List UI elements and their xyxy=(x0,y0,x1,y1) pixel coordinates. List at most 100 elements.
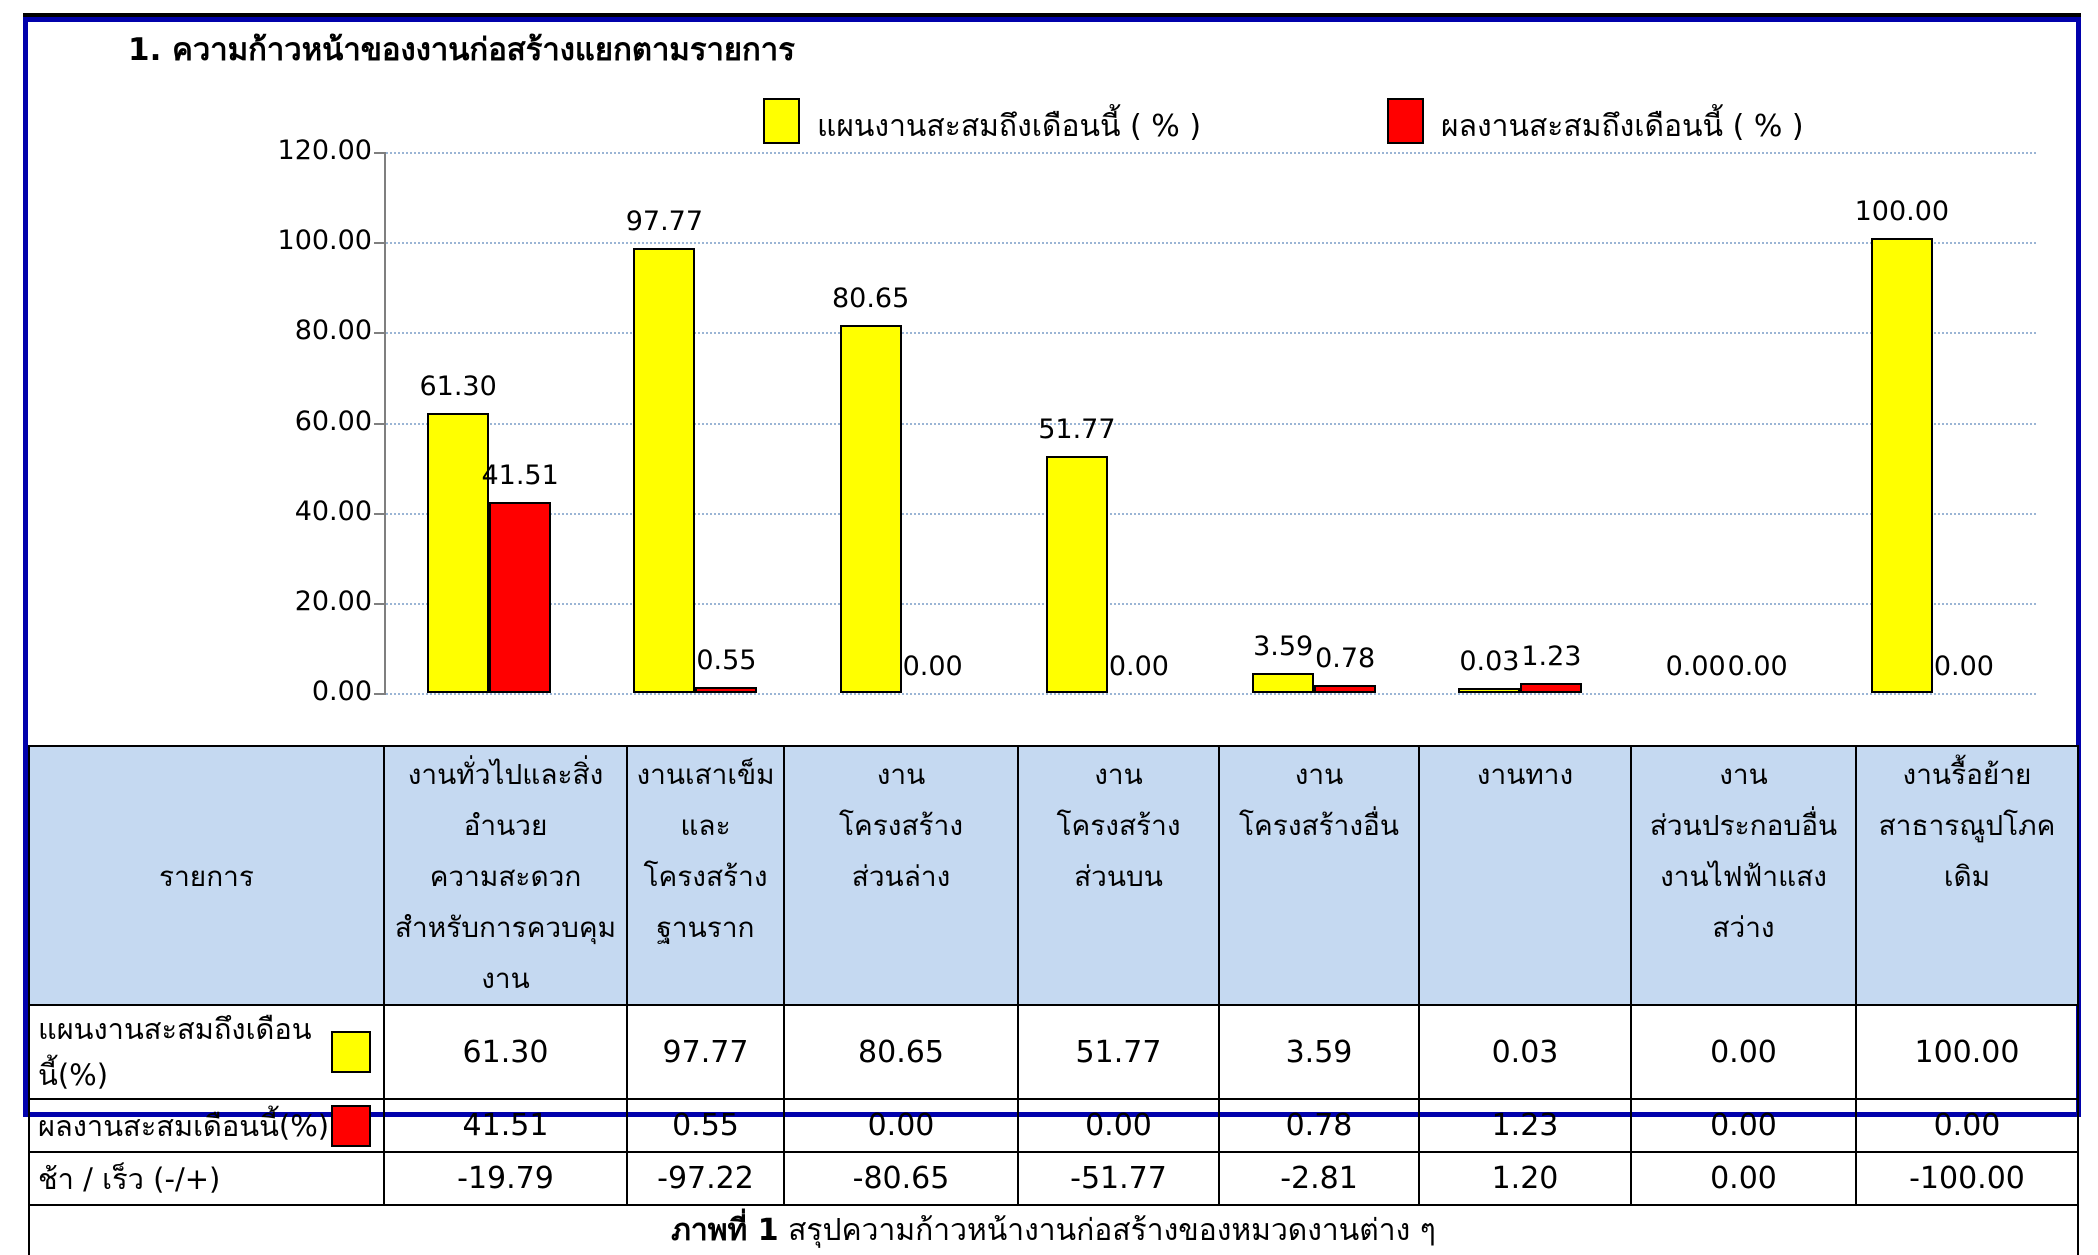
table-cell: 3.59 xyxy=(1218,1004,1420,1100)
table-cell: 80.65 xyxy=(783,1004,1019,1100)
bar-value-label: 0.00 xyxy=(902,651,963,682)
table-row: ผลงานสะสมเดือนนี้(%) 41.51 0.55 0.00 0.00 0.7… xyxy=(28,1098,2079,1153)
y-axis-label: 100.00 xyxy=(277,225,372,257)
gridline xyxy=(386,152,2036,154)
bar-plan xyxy=(633,248,696,693)
bar-plan xyxy=(839,325,902,693)
bar-value-label: 61.30 xyxy=(419,371,497,402)
table-cell: 0.00 xyxy=(1017,1098,1220,1153)
bar-actual xyxy=(1520,683,1583,693)
table-row: แผนงานสะสมถึงเดือนนี้(%) 61.30 97.77 80.65 5… xyxy=(28,1004,2079,1100)
table-cell: 0.78 xyxy=(1218,1098,1420,1153)
gridline xyxy=(386,242,2036,245)
bar-plan xyxy=(1252,673,1315,693)
gridline xyxy=(386,693,2036,695)
table-cell: -51.77 xyxy=(1017,1151,1220,1206)
y-axis-tick xyxy=(374,422,386,425)
bar-value-label: 0.00 xyxy=(1933,651,1994,682)
plan-row-swatch xyxy=(331,1031,371,1073)
y-axis-tick xyxy=(374,152,386,154)
bar-value-label: 97.77 xyxy=(625,206,704,237)
bar-value-label: 0.03 xyxy=(1459,646,1520,677)
y-axis-label: 120.00 xyxy=(277,135,372,166)
table-cell: 0.00 xyxy=(1630,1098,1857,1153)
gridline xyxy=(386,602,2036,605)
column-header: งาน โครงสร้างอื่น xyxy=(1218,745,1420,1006)
row-label: แผนงานสะสมถึงเดือนนี้(%) xyxy=(28,1004,385,1100)
y-axis-tick xyxy=(374,512,386,515)
column-header: งานทั่วไปและสิ่งอำนวย ความสะดวก สำหรับกา… xyxy=(383,745,628,1006)
y-axis-label: 0.00 xyxy=(311,676,372,707)
table-cell: 97.77 xyxy=(626,1004,785,1100)
column-header: งานเสาเข็ม และโครงสร้าง ฐานราก xyxy=(626,745,785,1006)
bar-value-label: 1.23 xyxy=(1521,641,1582,672)
table-cell: 0.03 xyxy=(1418,1004,1632,1100)
y-axis-label: 40.00 xyxy=(294,495,372,527)
column-header: งาน โครงสร้าง ส่วนล่าง xyxy=(783,745,1019,1006)
table-cell: 1.23 xyxy=(1418,1098,1632,1153)
legend-actual-swatch xyxy=(1387,98,1424,144)
caption-text: สรุปความก้าวหน้างานก่อสร้างของหมวดงานต่า… xyxy=(788,1213,1436,1248)
gridline xyxy=(386,422,2036,425)
bar-actual xyxy=(1314,685,1377,693)
caption-prefix: ภาพที่ 1 xyxy=(671,1213,779,1248)
table-cell: 0.55 xyxy=(626,1098,785,1153)
caption-row: ภาพที่ 1 สรุปความก้าวหน้างานก่อสร้างของห… xyxy=(28,1204,2079,1255)
row-label: ผลงานสะสมเดือนนี้(%) xyxy=(28,1098,385,1153)
bar-value-label: 0.00 xyxy=(1108,651,1169,682)
table-cell: 51.77 xyxy=(1017,1004,1220,1100)
figure-caption: ภาพที่ 1 สรุปความก้าวหน้างานก่อสร้างของห… xyxy=(28,1204,2079,1255)
bar-value-label: 0.00 xyxy=(1727,651,1788,682)
table-cell: -97.22 xyxy=(626,1151,785,1206)
y-axis-tick xyxy=(374,332,386,335)
bar-value-label: 0.55 xyxy=(696,645,757,676)
row-label-text: ช้า / เร็ว (-/+) xyxy=(38,1161,221,1196)
gridline xyxy=(386,512,2036,515)
bar-plan xyxy=(427,413,490,693)
data-table: รายการ งานทั่วไปและสิ่งอำนวย ความสะดวก สำ… xyxy=(28,745,2079,1255)
bar-actual xyxy=(695,687,758,693)
y-axis-tick xyxy=(374,693,386,695)
y-axis-label: 20.00 xyxy=(294,585,372,617)
bar-value-label: 0.00 xyxy=(1665,651,1726,682)
y-axis-label: 80.00 xyxy=(294,315,372,347)
column-header-items: รายการ xyxy=(28,745,385,1006)
table-cell: 0.00 xyxy=(783,1098,1019,1153)
table-cell: 100.00 xyxy=(1855,1004,2079,1100)
y-axis-label: 60.00 xyxy=(294,405,372,437)
row-label: ช้า / เร็ว (-/+) xyxy=(28,1151,385,1206)
table-row: ช้า / เร็ว (-/+) -19.79 -97.22 -80.65 -51.77… xyxy=(28,1151,2079,1206)
table-cell: -100.00 xyxy=(1855,1151,2079,1206)
y-axis-tick xyxy=(374,242,386,245)
y-axis-tick xyxy=(374,602,386,605)
row-label-text: ผลงานสะสมเดือนนี้(%) xyxy=(38,1108,330,1143)
column-header: งาน โครงสร้าง ส่วนบน xyxy=(1017,745,1220,1006)
table-cell: 1.20 xyxy=(1418,1151,1632,1206)
legend-plan-swatch xyxy=(763,98,800,144)
table-cell: -19.79 xyxy=(383,1151,628,1206)
bar-plan xyxy=(1870,238,1933,693)
bar-plan xyxy=(1458,688,1521,693)
bar-actual xyxy=(489,502,552,693)
actual-row-swatch xyxy=(331,1104,371,1147)
table-header-row: รายการ งานทั่วไปและสิ่งอำนวย ความสะดวก สำ… xyxy=(28,745,2079,1006)
bar-value-label: 41.51 xyxy=(481,460,559,491)
table-cell: -80.65 xyxy=(783,1151,1019,1206)
table-cell: 41.51 xyxy=(383,1098,628,1153)
bar-plan xyxy=(1045,456,1108,693)
y-axis-line xyxy=(384,152,386,695)
table-cell: 0.00 xyxy=(1630,1151,1857,1206)
table-cell: 0.00 xyxy=(1630,1004,1857,1100)
table-cell: -2.81 xyxy=(1218,1151,1420,1206)
table-cell: 0.00 xyxy=(1855,1098,2079,1153)
page-title: 1. ความก้าวหน้าของงานก่อสร้างแยกตามรายกา… xyxy=(128,32,795,68)
bar-value-label: 0.78 xyxy=(1315,643,1376,674)
row-label-text: แผนงานสะสมถึงเดือนนี้(%) xyxy=(38,1012,312,1092)
bar-value-label: 100.00 xyxy=(1854,196,1950,227)
gridline xyxy=(386,332,2036,335)
legend-plan-label: แผนงานสะสมถึงเดือนนี้ ( % ) xyxy=(817,109,1202,144)
legend-actual-label: ผลงานสะสมถึงเดือนนี้ ( % ) xyxy=(1441,109,1804,144)
table-cell: 61.30 xyxy=(383,1004,628,1100)
bar-value-label: 51.77 xyxy=(1038,414,1116,445)
column-header: งานรื้อย้าย สาธารณูปโภคเดิม xyxy=(1855,745,2079,1006)
